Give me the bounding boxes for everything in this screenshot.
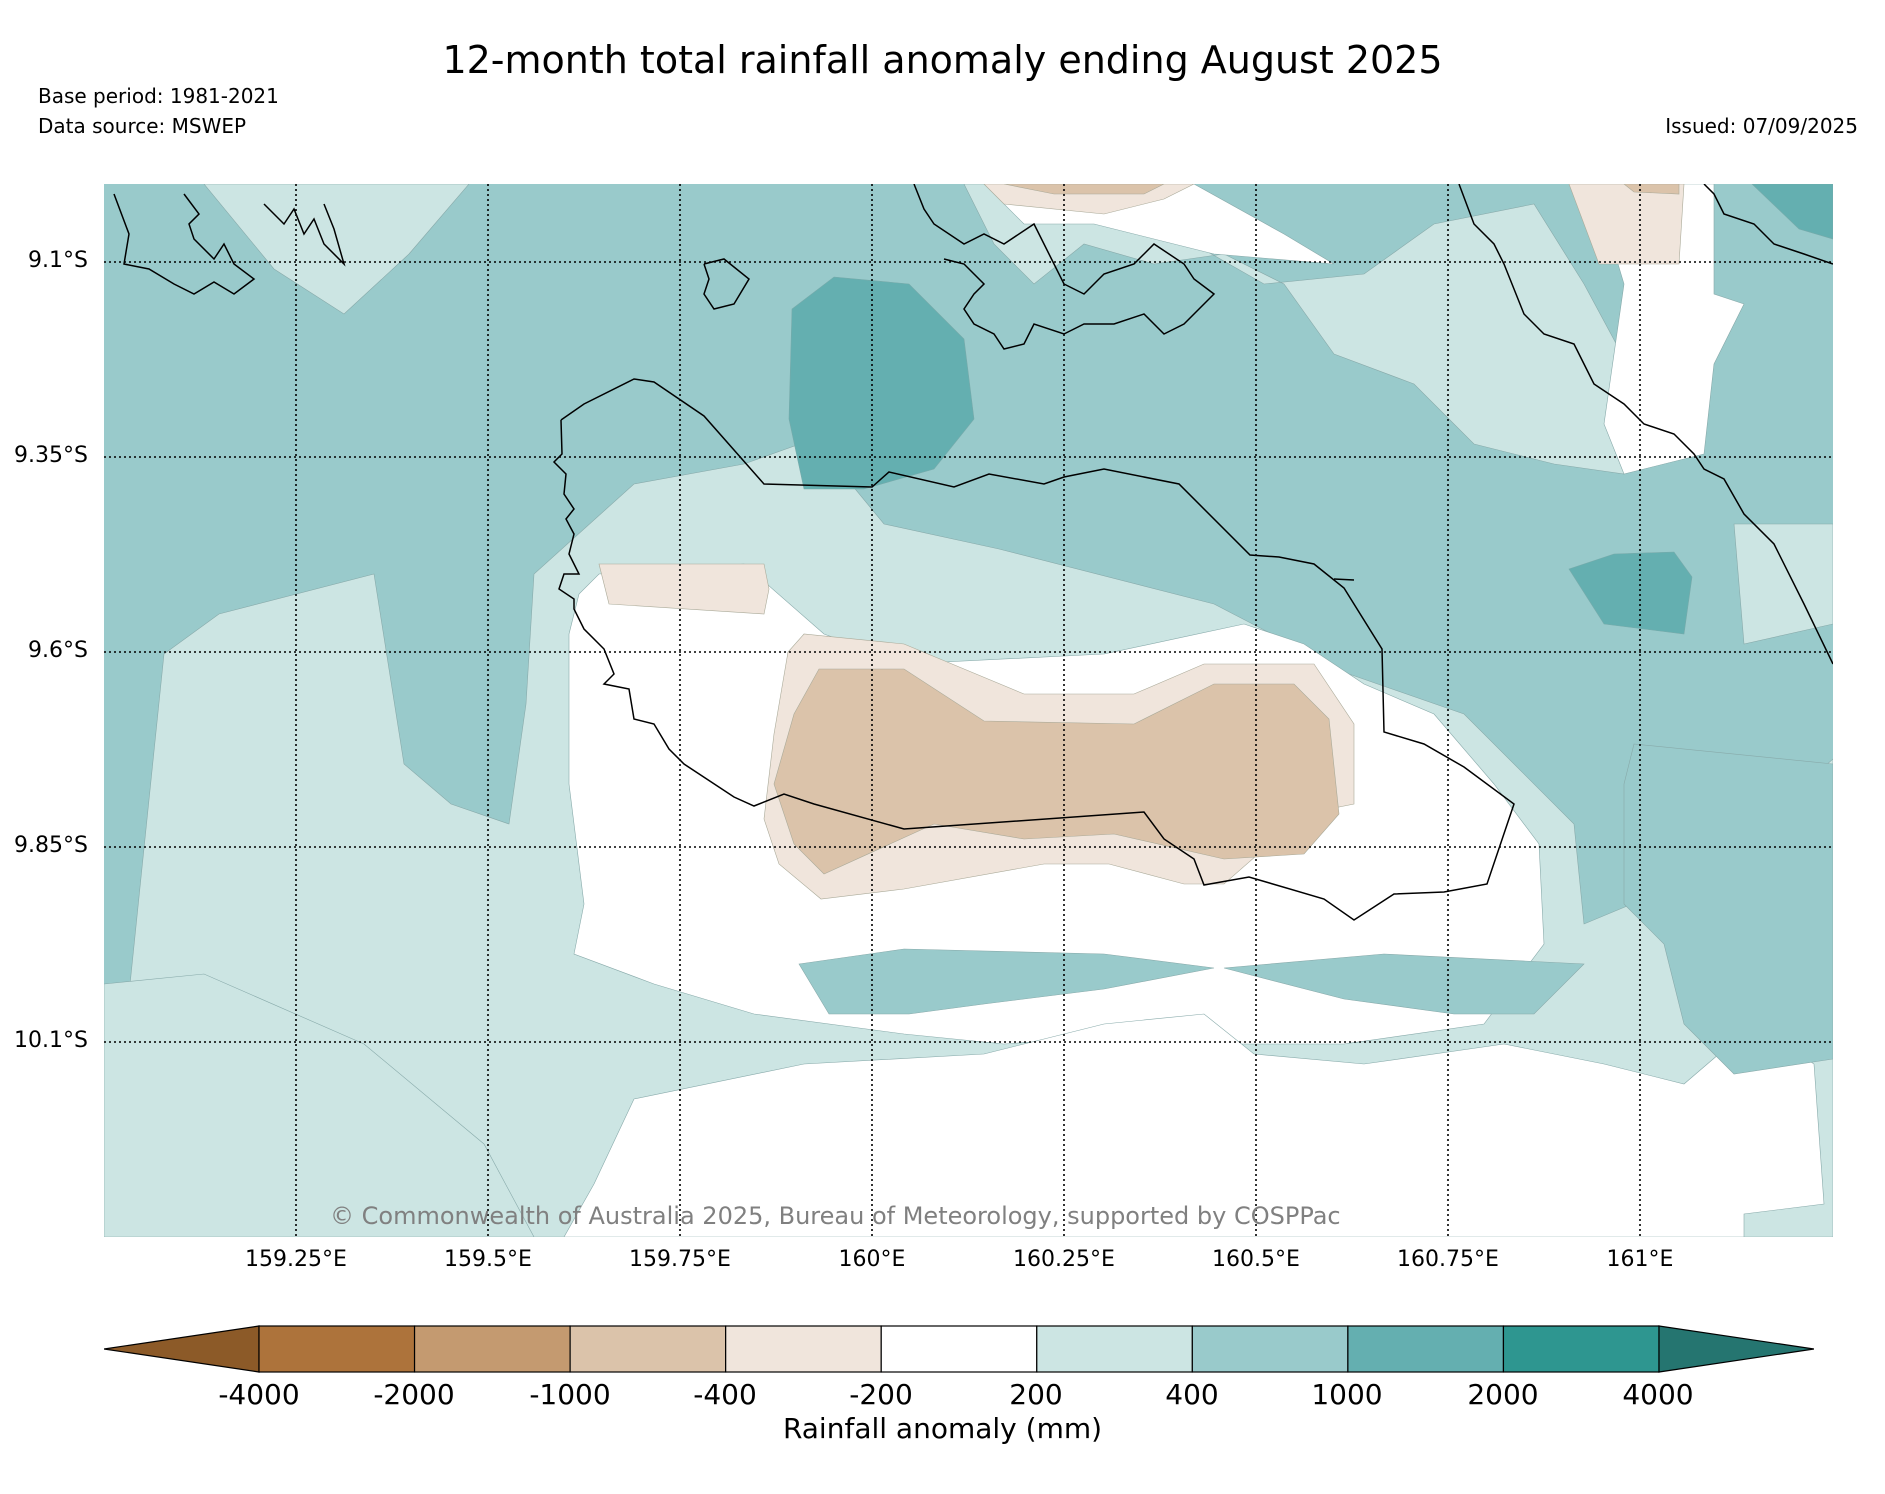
anomaly-zones-1000-2000 — [788, 184, 1833, 635]
colorbar-tick-label: -400 — [693, 1378, 757, 1411]
colorbar — [104, 1325, 1814, 1373]
colorbar-tick-label: 1000 — [1311, 1378, 1383, 1411]
colorbar-tick-label: 4000 — [1622, 1378, 1694, 1411]
colorbar-title: Rainfall anomaly (mm) — [782, 1412, 1103, 1445]
lon-tick-label: 160.5°E — [1212, 1247, 1300, 1272]
colorbar-tick-label: -1000 — [529, 1378, 611, 1411]
colorbar-tick-label: 400 — [1165, 1378, 1219, 1411]
anomaly-zones-minus-400-1000 — [773, 184, 1680, 875]
coastline — [113, 184, 1833, 921]
lon-tick-label: 159.5°E — [444, 1247, 532, 1272]
lon-tick-label: 159.75°E — [629, 1247, 731, 1272]
colorbar-bin — [569, 1325, 727, 1373]
colorbar-bin — [1036, 1325, 1193, 1373]
colorbar-bin — [258, 1325, 416, 1373]
lat-tick-label: 9.6°S — [28, 638, 88, 663]
data-source-label: Data source: MSWEP — [38, 114, 247, 138]
copyright-notice: © Commonwealth of Australia 2025, Bureau… — [330, 1202, 1341, 1230]
lat-tick-label: 10.1°S — [14, 1028, 88, 1053]
colorbar-extend-high — [1658, 1325, 1814, 1373]
lon-tick-label: 159.25°E — [245, 1247, 347, 1272]
base-period-label: Base period: 1981-2021 — [38, 84, 279, 108]
colorbar-bin — [880, 1325, 1038, 1373]
issued-date-label: Issued: 07/09/2025 — [1665, 114, 1858, 138]
rainfall-anomaly-map — [104, 184, 1833, 1237]
lat-tick-label: 9.85°S — [14, 833, 88, 858]
lon-tick-label: 160.75°E — [1397, 1247, 1499, 1272]
lon-tick-label: 161°E — [1606, 1247, 1674, 1272]
colorbar-extend-low — [104, 1325, 260, 1373]
colorbar-tick-label: 200 — [1009, 1378, 1063, 1411]
colorbar-tick-label: -2000 — [373, 1378, 455, 1411]
lon-tick-label: 160°E — [838, 1247, 906, 1272]
colorbar-bin — [1347, 1325, 1505, 1373]
colorbar-bin — [1191, 1325, 1349, 1373]
lat-tick-label: 9.35°S — [14, 443, 88, 468]
colorbar-tick-label: -200 — [849, 1378, 913, 1411]
colorbar-tick-label: 2000 — [1467, 1378, 1539, 1411]
colorbar-bin — [413, 1325, 571, 1373]
colorbar-bin — [725, 1325, 882, 1373]
graticule — [104, 184, 1833, 1237]
map-title: 12-month total rainfall anomaly ending A… — [442, 38, 1443, 82]
colorbar-tick-label: -4000 — [218, 1378, 300, 1411]
lon-tick-label: 160.25°E — [1013, 1247, 1115, 1272]
lat-tick-label: 9.1°S — [28, 248, 88, 273]
anomaly-zones-southern-400-1000 — [798, 743, 1833, 1075]
colorbar-bin — [1502, 1325, 1660, 1373]
